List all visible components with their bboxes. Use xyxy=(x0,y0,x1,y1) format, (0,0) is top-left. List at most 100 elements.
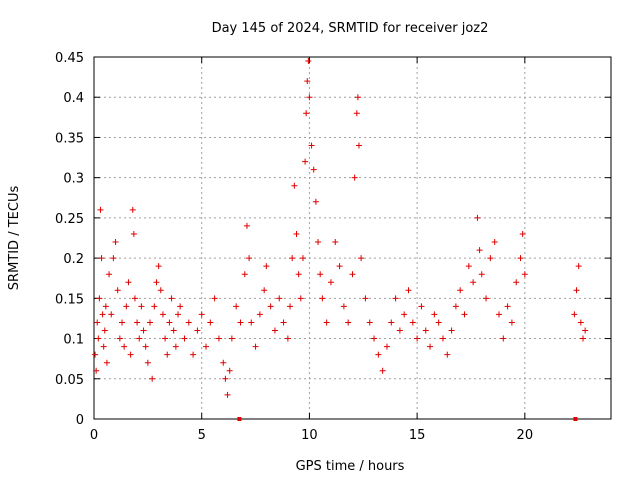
data-point xyxy=(573,287,580,294)
data-point xyxy=(108,311,115,318)
x-tick-label: 15 xyxy=(409,428,426,443)
data-point xyxy=(181,335,188,342)
data-point xyxy=(241,271,248,278)
data-point xyxy=(129,206,136,213)
x-tick-label: 5 xyxy=(198,428,206,443)
x-axis-label: GPS time / hours xyxy=(296,459,405,474)
data-point xyxy=(261,287,268,294)
data-point xyxy=(157,287,164,294)
y-tick-label: 0.15 xyxy=(55,292,84,307)
data-point xyxy=(358,255,365,262)
data-point xyxy=(355,142,362,149)
data-point xyxy=(319,295,326,302)
data-point xyxy=(483,295,490,302)
data-point xyxy=(295,271,302,278)
y-tick-label: 0.3 xyxy=(63,172,84,187)
y-tick-label: 0.4 xyxy=(63,91,84,106)
data-point xyxy=(519,230,526,237)
data-point xyxy=(140,327,147,334)
data-point xyxy=(127,351,134,358)
data-point xyxy=(168,295,175,302)
data-point xyxy=(256,311,263,318)
data-point xyxy=(575,263,582,270)
data-point xyxy=(571,311,578,318)
y-tick-label: 0.1 xyxy=(63,333,84,348)
data-point xyxy=(144,359,151,366)
data-point xyxy=(306,94,313,101)
data-point xyxy=(263,263,270,270)
data-point xyxy=(504,303,511,310)
data-point xyxy=(297,295,304,302)
data-point xyxy=(409,319,416,326)
data-point xyxy=(478,271,485,278)
data-point xyxy=(500,335,507,342)
data-point xyxy=(383,343,390,350)
data-point xyxy=(276,295,283,302)
x-tick-label: 20 xyxy=(517,428,534,443)
y-axis-label: SRMTID / TECUs xyxy=(7,186,22,291)
zero-marker xyxy=(237,417,242,421)
data-point xyxy=(93,367,100,374)
data-point xyxy=(392,295,399,302)
chart-title: Day 145 of 2024, SRMTID for receiver joz… xyxy=(212,21,489,36)
data-point xyxy=(243,222,250,229)
data-point xyxy=(422,327,429,334)
data-point xyxy=(371,335,378,342)
data-point xyxy=(106,271,113,278)
data-point xyxy=(435,319,442,326)
data-point xyxy=(100,343,107,350)
data-point xyxy=(582,327,589,334)
data-point xyxy=(362,295,369,302)
data-point xyxy=(308,142,315,149)
data-point xyxy=(315,239,322,246)
data-point xyxy=(280,319,287,326)
data-point xyxy=(448,327,455,334)
data-point xyxy=(461,311,468,318)
data-point xyxy=(96,295,103,302)
data-point xyxy=(207,319,214,326)
data-point xyxy=(94,319,101,326)
data-point xyxy=(177,303,184,310)
x-tick-label: 0 xyxy=(90,428,98,443)
data-point xyxy=(101,327,108,334)
data-point xyxy=(401,311,408,318)
y-tick-label: 0.45 xyxy=(55,51,84,66)
data-point xyxy=(119,319,126,326)
data-point xyxy=(116,335,123,342)
data-point xyxy=(353,110,360,117)
data-point xyxy=(577,319,584,326)
data-point xyxy=(142,343,149,350)
data-point xyxy=(92,351,99,358)
data-point xyxy=(521,271,528,278)
data-points xyxy=(92,58,589,421)
data-point xyxy=(172,343,179,350)
data-point xyxy=(312,198,319,205)
data-point xyxy=(103,359,110,366)
y-tick-label: 0.35 xyxy=(55,131,84,146)
data-point xyxy=(99,311,106,318)
y-tick-label: 0.2 xyxy=(63,252,84,267)
data-point xyxy=(271,327,278,334)
data-point xyxy=(439,335,446,342)
data-point xyxy=(112,239,119,246)
data-point xyxy=(444,351,451,358)
data-point xyxy=(222,375,229,382)
data-point xyxy=(248,319,255,326)
data-point xyxy=(418,303,425,310)
data-point xyxy=(131,295,138,302)
data-point xyxy=(175,311,182,318)
data-point xyxy=(405,287,412,294)
data-point xyxy=(388,319,395,326)
data-point xyxy=(147,319,154,326)
data-point xyxy=(136,335,143,342)
data-point xyxy=(162,335,169,342)
data-point xyxy=(291,182,298,189)
data-point xyxy=(164,351,171,358)
data-point xyxy=(457,287,464,294)
data-point xyxy=(495,311,502,318)
data-point xyxy=(123,303,130,310)
data-point xyxy=(470,279,477,286)
data-point xyxy=(198,311,205,318)
data-point xyxy=(293,230,300,237)
